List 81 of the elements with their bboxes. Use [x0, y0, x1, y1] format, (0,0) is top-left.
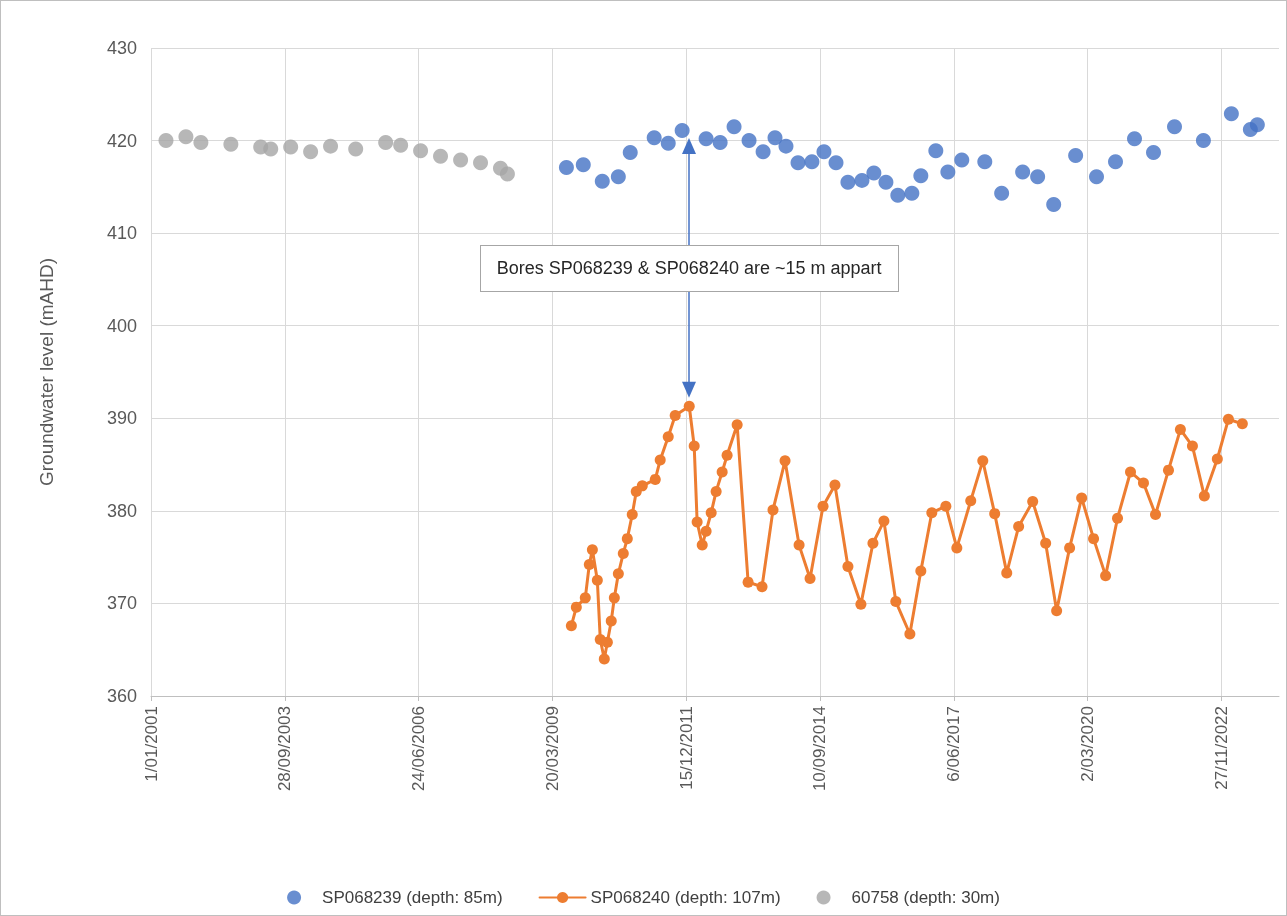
point [413, 143, 429, 159]
point [778, 138, 794, 154]
point [378, 134, 394, 150]
y-tick-label: 410 [106, 223, 137, 244]
point [840, 174, 856, 190]
point [323, 138, 339, 154]
y-tick-label: 380 [106, 500, 137, 521]
point [790, 155, 806, 171]
point [1108, 154, 1124, 170]
point [928, 143, 944, 159]
point [1089, 169, 1105, 185]
point [594, 173, 610, 189]
point [646, 130, 662, 146]
x-tick-label: 6/06/2017 [944, 706, 964, 782]
point [223, 136, 239, 152]
annotation: Bores SP068239 & SP068240 are ~15 m appart [479, 244, 899, 292]
point [610, 169, 626, 185]
point [303, 144, 319, 160]
point [904, 185, 920, 201]
legend-label: SP068239 (depth: 85m) [322, 888, 503, 907]
y-tick-label: 400 [106, 315, 137, 336]
point [1046, 196, 1062, 212]
x-tick-label: 2/03/2020 [1078, 706, 1098, 782]
point [499, 166, 515, 182]
point [741, 133, 757, 149]
point [913, 168, 929, 184]
point [473, 155, 489, 171]
point [178, 129, 194, 145]
point [1127, 131, 1142, 147]
point [1030, 169, 1046, 185]
point [1249, 117, 1265, 133]
point [828, 155, 844, 171]
point [1195, 133, 1211, 149]
x-tick-label: 28/09/2003 [275, 706, 295, 792]
point [890, 187, 906, 203]
y-tick-label: 420 [106, 130, 137, 151]
point [712, 134, 728, 150]
y-tick-label: 430 [106, 38, 137, 58]
legend-label: 60758 (depth: 30m) [851, 888, 1000, 907]
point [348, 141, 364, 157]
point [158, 133, 174, 149]
point [1146, 145, 1161, 161]
point [193, 134, 209, 150]
point [726, 119, 742, 135]
x-tick-label: 24/06/2006 [409, 706, 429, 792]
point [804, 154, 820, 170]
point [558, 159, 574, 175]
point [1015, 164, 1031, 180]
point [453, 152, 469, 168]
point [393, 137, 409, 153]
point [263, 141, 279, 157]
point [660, 135, 676, 151]
point [283, 139, 299, 155]
point [575, 157, 591, 173]
point [433, 148, 449, 164]
point [1068, 147, 1084, 163]
point [698, 131, 714, 147]
point [954, 152, 970, 168]
point [994, 185, 1010, 201]
point [1167, 119, 1183, 135]
y-tick-label: 390 [106, 408, 137, 429]
y-axis-title: Groundwater level (mAHD) [36, 257, 57, 487]
point [878, 174, 894, 190]
point [977, 154, 993, 170]
y-tick-label: 360 [106, 686, 137, 706]
point [674, 122, 690, 138]
point [940, 164, 956, 180]
point [755, 144, 771, 160]
x-tick-label: 1/01/2001 [141, 706, 161, 782]
x-tick-label: 20/03/2009 [542, 706, 562, 792]
x-tick-label: 10/09/2014 [810, 706, 830, 792]
legend-label: SP068240 (depth: 107m) [590, 888, 781, 907]
point [767, 130, 783, 146]
x-tick-label: 27/11/2022 [1211, 706, 1231, 790]
point [1223, 106, 1239, 122]
point [854, 172, 870, 188]
point [866, 165, 882, 181]
x-tick-label: 15/12/2011 [676, 706, 696, 790]
y-tick-label: 370 [106, 593, 137, 614]
point [816, 144, 832, 160]
point [622, 145, 638, 161]
